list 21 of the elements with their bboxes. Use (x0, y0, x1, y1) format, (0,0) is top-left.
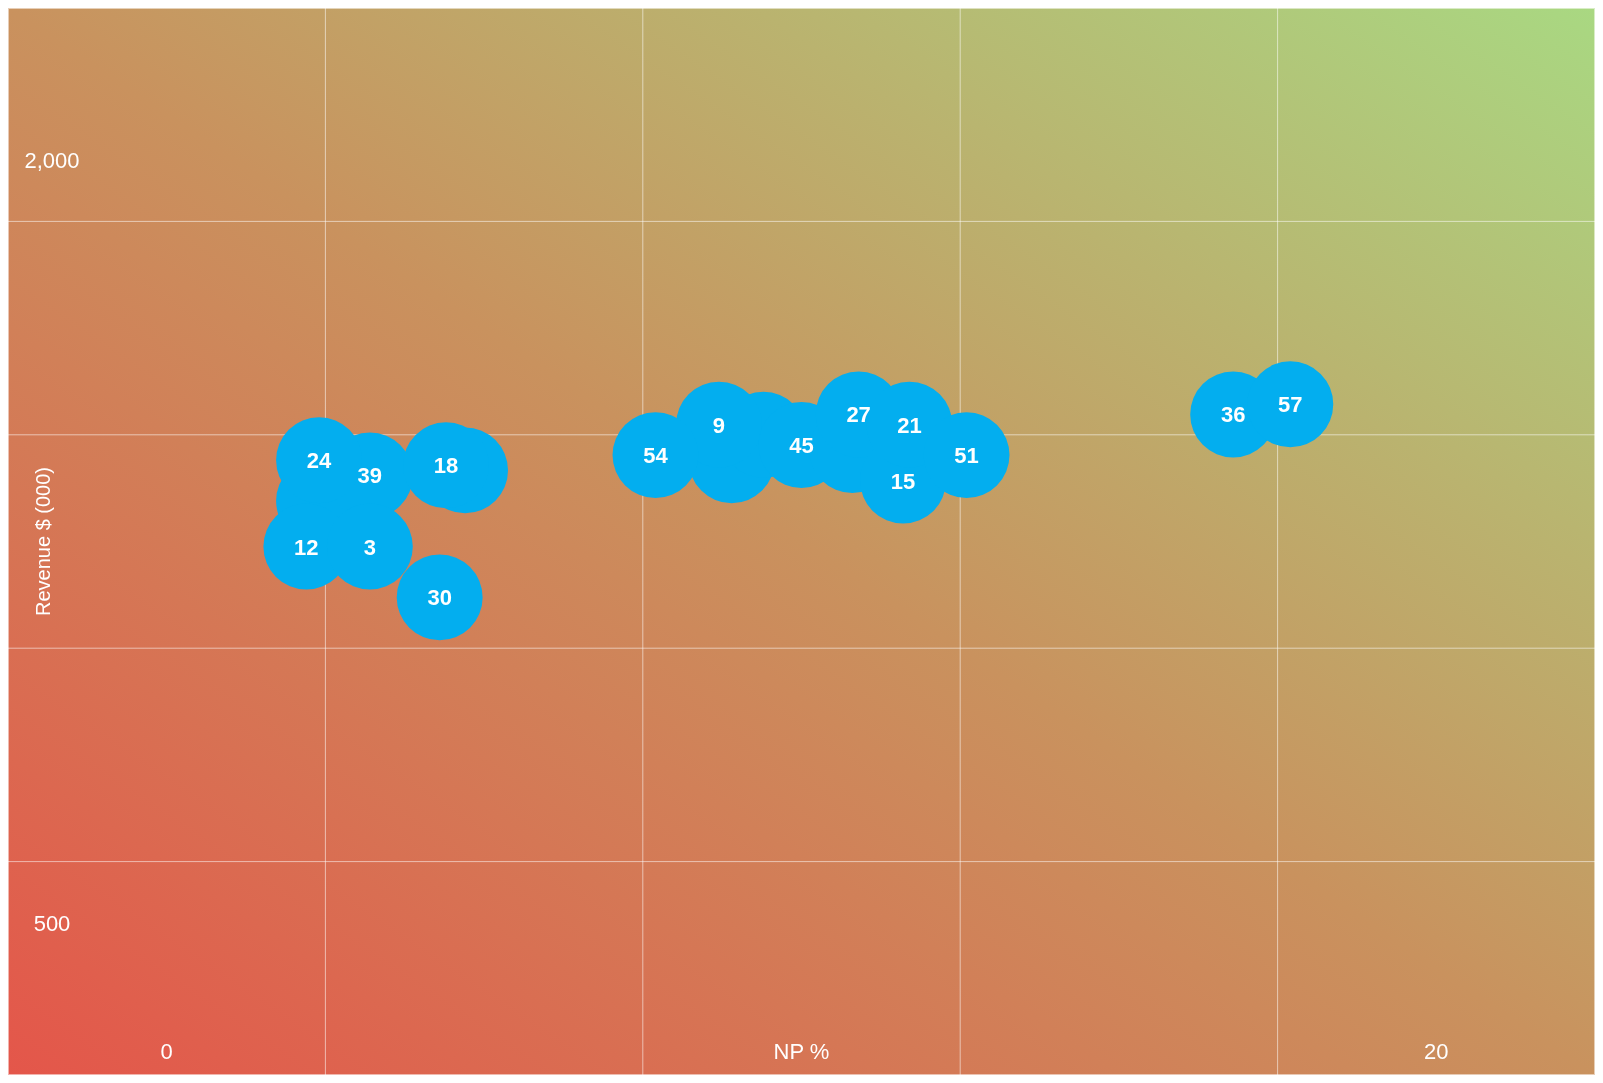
annotation: 21 (897, 412, 922, 438)
annotation: 12 (294, 534, 319, 560)
annotation: 45 (789, 432, 814, 458)
annotation: 18 (433, 453, 459, 479)
annotation: 30 (427, 585, 452, 611)
annotation: 9 (712, 412, 726, 438)
annotation: 36 (1220, 402, 1246, 428)
x-tick-label: 20 (1424, 1039, 1449, 1064)
annotation: 57 (1278, 392, 1303, 418)
y-tick-label: 500 (33, 910, 71, 936)
y-tick-label: 2,000 (24, 148, 80, 174)
annotation: 54 (643, 443, 669, 469)
annotation: 51 (954, 443, 979, 469)
x-axis-title: NP % (773, 1039, 830, 1064)
annotation: 27 (846, 402, 871, 428)
annotation: 15 (890, 468, 916, 494)
annotation: 3 (363, 534, 376, 560)
annotation: 39 (357, 463, 383, 489)
x-tick-label: 0 (160, 1039, 173, 1064)
annotation: 24 (306, 448, 333, 474)
y-axis-title: Revenue $ (000) (32, 467, 54, 616)
